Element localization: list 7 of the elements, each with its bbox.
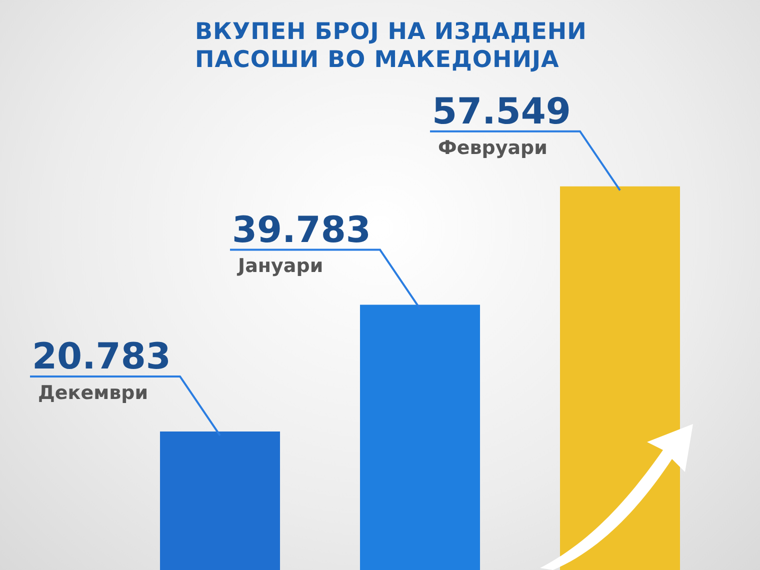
- chart-title: ВКУПЕН БРОЈ НА ИЗДАДЕНИ ПАСОШИ ВО МАКЕДОНИЈА: [195, 18, 588, 74]
- data-label: 20.783: [32, 336, 171, 378]
- text: Февруари: [438, 136, 548, 159]
- data-label: 39.783: [232, 210, 371, 251]
- annotation: Јануари: [236, 255, 324, 278]
- annotation: Декември: [38, 382, 148, 404]
- data-label: 57.549: [432, 91, 571, 132]
